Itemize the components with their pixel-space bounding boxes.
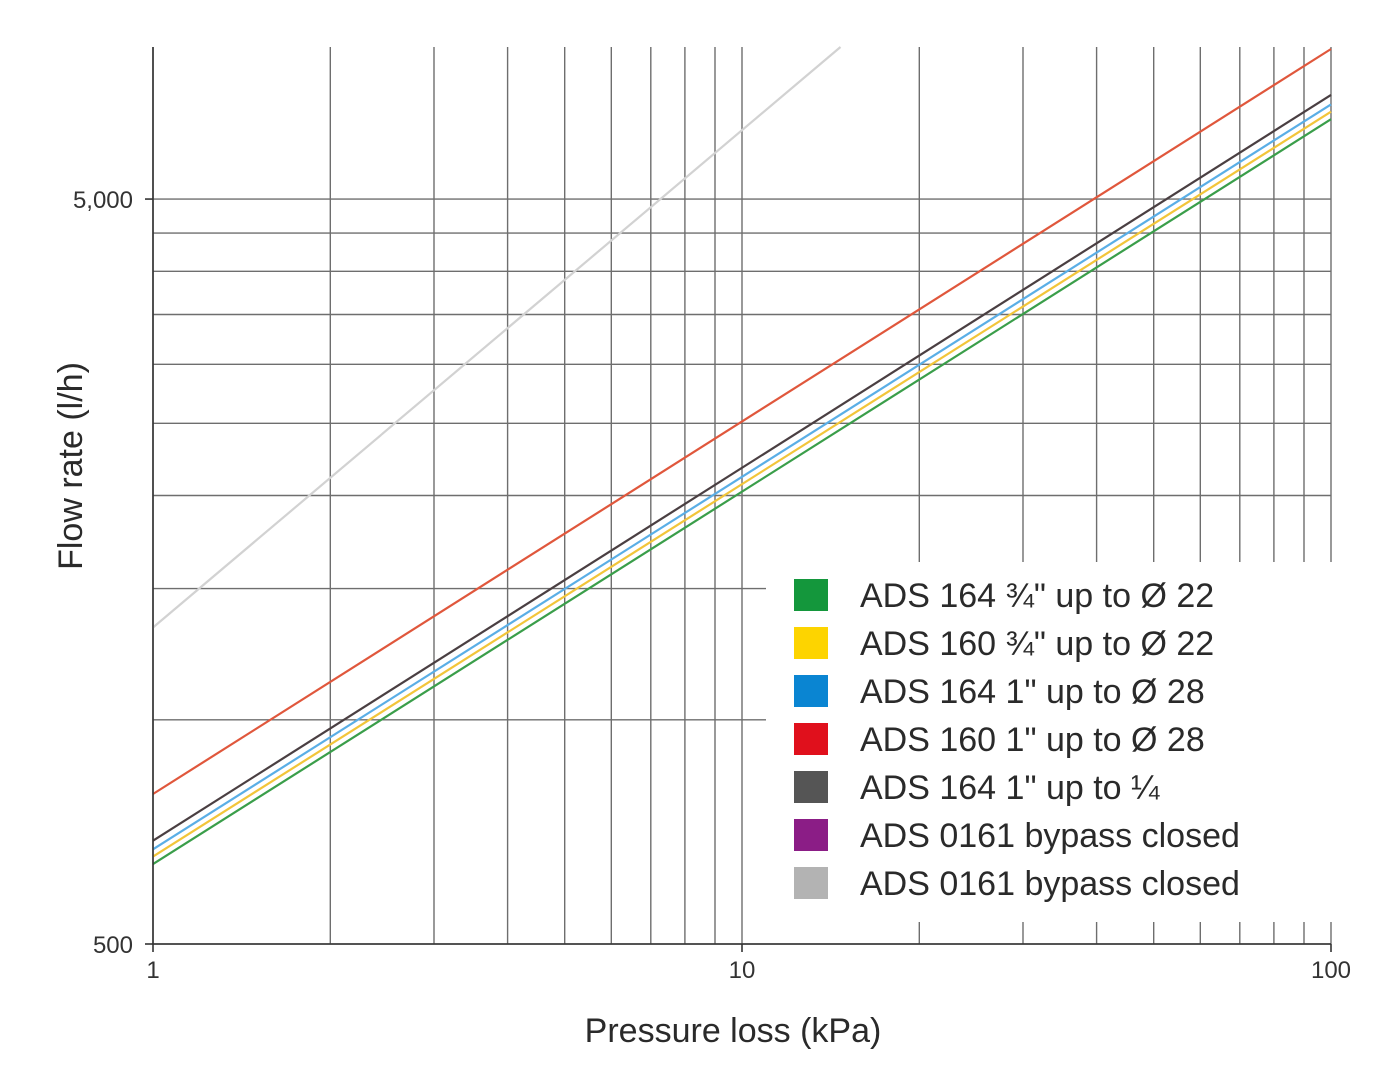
x-tick-label: 100 [1311, 957, 1351, 984]
x-tick-label: 1 [146, 957, 159, 984]
legend-label: ADS 0161 bypass closed [860, 817, 1240, 855]
series-line [152, 110, 1332, 858]
series-line [152, 93, 1332, 842]
legend-label: ADS 160 ¾" up to Ø 22 [860, 625, 1214, 663]
series-line [152, 103, 1332, 851]
series-lines [152, 46, 1332, 866]
series-line [152, 46, 842, 629]
legend-mask [766, 562, 1366, 922]
legend: ADS 164 ¾" up to Ø 22 ADS 160 ¾" up to Ø … [794, 577, 1240, 903]
legend-swatch [794, 579, 828, 611]
x-axis-title: Pressure loss (kPa) [585, 1012, 882, 1050]
legend-swatch [794, 819, 828, 851]
legend-label: ADS 0161 bypass closed [860, 865, 1240, 903]
legend-swatch [794, 675, 828, 707]
series-line [152, 48, 1332, 795]
legend-swatch [794, 771, 828, 803]
y-tick-label: 500 [93, 932, 133, 959]
legend-swatch [794, 867, 828, 899]
y-axis-title: Flow rate (l/h) [52, 362, 90, 570]
legend-label: ADS 164 1" up to Ø 28 [860, 673, 1205, 711]
x-tick-label: 10 [729, 957, 756, 984]
legend-swatch [794, 627, 828, 659]
legend-label: ADS 164 ¾" up to Ø 22 [860, 577, 1214, 615]
legend-label: ADS 160 1" up to Ø 28 [860, 721, 1205, 759]
legend-swatch [794, 723, 828, 755]
legend-label: ADS 164 1" up to ¼ [860, 769, 1160, 807]
series-line [152, 118, 1332, 866]
y-tick-label: 5,000 [73, 187, 133, 214]
